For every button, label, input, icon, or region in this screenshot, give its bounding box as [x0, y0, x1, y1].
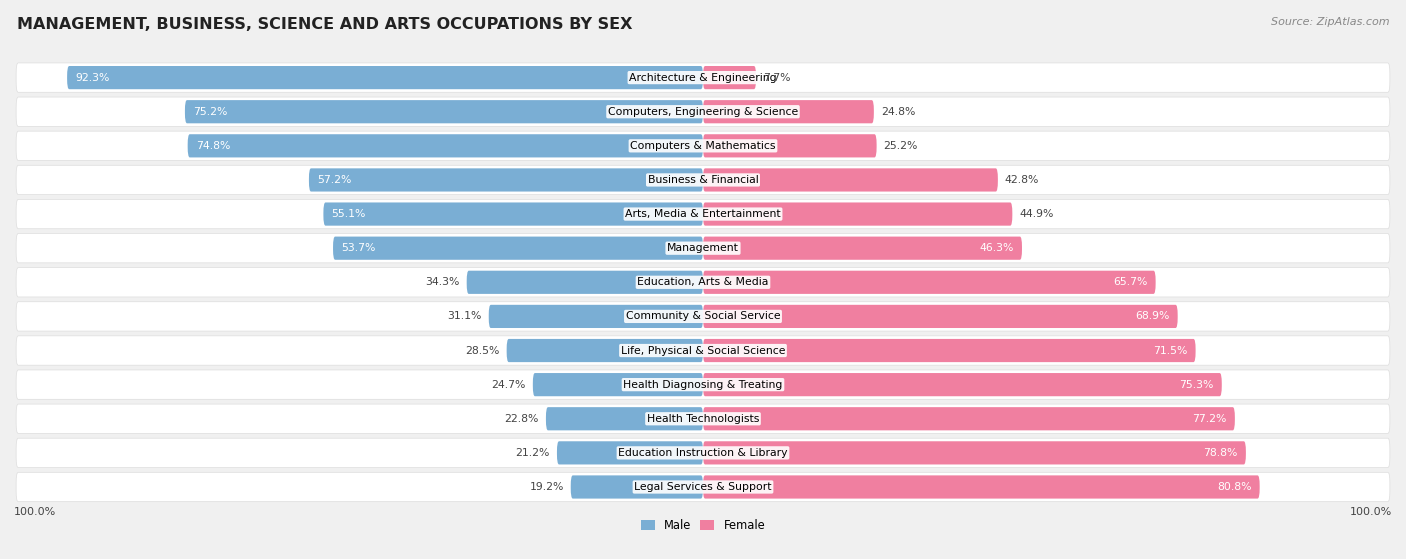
FancyBboxPatch shape: [703, 407, 1234, 430]
Text: 24.8%: 24.8%: [880, 107, 915, 117]
FancyBboxPatch shape: [546, 407, 703, 430]
FancyBboxPatch shape: [15, 404, 1391, 433]
FancyBboxPatch shape: [703, 373, 1222, 396]
Text: 71.5%: 71.5%: [1153, 345, 1187, 356]
Text: 65.7%: 65.7%: [1114, 277, 1147, 287]
FancyBboxPatch shape: [15, 370, 1391, 399]
Text: 22.8%: 22.8%: [505, 414, 538, 424]
Text: MANAGEMENT, BUSINESS, SCIENCE AND ARTS OCCUPATIONS BY SEX: MANAGEMENT, BUSINESS, SCIENCE AND ARTS O…: [17, 17, 633, 32]
FancyBboxPatch shape: [187, 134, 703, 158]
FancyBboxPatch shape: [186, 100, 703, 124]
Text: 68.9%: 68.9%: [1135, 311, 1170, 321]
FancyBboxPatch shape: [15, 200, 1391, 229]
FancyBboxPatch shape: [15, 131, 1391, 160]
FancyBboxPatch shape: [333, 236, 703, 260]
FancyBboxPatch shape: [703, 66, 756, 89]
FancyBboxPatch shape: [703, 202, 1012, 226]
Text: 34.3%: 34.3%: [426, 277, 460, 287]
FancyBboxPatch shape: [309, 168, 703, 192]
FancyBboxPatch shape: [557, 441, 703, 465]
Text: 44.9%: 44.9%: [1019, 209, 1053, 219]
Text: 100.0%: 100.0%: [1350, 506, 1392, 517]
Text: 19.2%: 19.2%: [530, 482, 564, 492]
Text: Education, Arts & Media: Education, Arts & Media: [637, 277, 769, 287]
Text: 53.7%: 53.7%: [342, 243, 375, 253]
FancyBboxPatch shape: [67, 66, 703, 89]
Legend: Male, Female: Male, Female: [636, 514, 770, 536]
FancyBboxPatch shape: [15, 97, 1391, 126]
FancyBboxPatch shape: [15, 302, 1391, 331]
FancyBboxPatch shape: [323, 202, 703, 226]
FancyBboxPatch shape: [703, 475, 1260, 499]
Text: 100.0%: 100.0%: [14, 506, 56, 517]
FancyBboxPatch shape: [703, 134, 876, 158]
Text: Computers, Engineering & Science: Computers, Engineering & Science: [607, 107, 799, 117]
Text: 74.8%: 74.8%: [195, 141, 231, 151]
Text: 7.7%: 7.7%: [763, 73, 790, 83]
Text: 77.2%: 77.2%: [1192, 414, 1226, 424]
FancyBboxPatch shape: [703, 100, 875, 124]
FancyBboxPatch shape: [703, 339, 1195, 362]
Text: Education Instruction & Library: Education Instruction & Library: [619, 448, 787, 458]
FancyBboxPatch shape: [15, 234, 1391, 263]
Text: Business & Financial: Business & Financial: [648, 175, 758, 185]
FancyBboxPatch shape: [703, 305, 1178, 328]
Text: 92.3%: 92.3%: [76, 73, 110, 83]
Text: 24.7%: 24.7%: [492, 380, 526, 390]
FancyBboxPatch shape: [15, 268, 1391, 297]
FancyBboxPatch shape: [703, 168, 998, 192]
FancyBboxPatch shape: [506, 339, 703, 362]
FancyBboxPatch shape: [15, 165, 1391, 195]
Text: 80.8%: 80.8%: [1218, 482, 1251, 492]
FancyBboxPatch shape: [15, 336, 1391, 365]
Text: Legal Services & Support: Legal Services & Support: [634, 482, 772, 492]
Text: 75.2%: 75.2%: [193, 107, 228, 117]
Text: Health Diagnosing & Treating: Health Diagnosing & Treating: [623, 380, 783, 390]
Text: Source: ZipAtlas.com: Source: ZipAtlas.com: [1271, 17, 1389, 27]
FancyBboxPatch shape: [533, 373, 703, 396]
Text: Arts, Media & Entertainment: Arts, Media & Entertainment: [626, 209, 780, 219]
Text: 78.8%: 78.8%: [1204, 448, 1237, 458]
Text: 31.1%: 31.1%: [447, 311, 482, 321]
FancyBboxPatch shape: [15, 472, 1391, 501]
FancyBboxPatch shape: [571, 475, 703, 499]
FancyBboxPatch shape: [467, 271, 703, 294]
Text: 21.2%: 21.2%: [516, 448, 550, 458]
Text: 46.3%: 46.3%: [980, 243, 1014, 253]
FancyBboxPatch shape: [703, 271, 1156, 294]
Text: Community & Social Service: Community & Social Service: [626, 311, 780, 321]
Text: Life, Physical & Social Science: Life, Physical & Social Science: [621, 345, 785, 356]
Text: 28.5%: 28.5%: [465, 345, 499, 356]
Text: Architecture & Engineering: Architecture & Engineering: [630, 73, 776, 83]
FancyBboxPatch shape: [703, 236, 1022, 260]
Text: 55.1%: 55.1%: [332, 209, 366, 219]
Text: 42.8%: 42.8%: [1005, 175, 1039, 185]
Text: Computers & Mathematics: Computers & Mathematics: [630, 141, 776, 151]
Text: Health Technologists: Health Technologists: [647, 414, 759, 424]
Text: 25.2%: 25.2%: [883, 141, 918, 151]
Text: 57.2%: 57.2%: [318, 175, 352, 185]
FancyBboxPatch shape: [703, 441, 1246, 465]
FancyBboxPatch shape: [489, 305, 703, 328]
Text: 75.3%: 75.3%: [1180, 380, 1213, 390]
FancyBboxPatch shape: [15, 438, 1391, 467]
FancyBboxPatch shape: [15, 63, 1391, 92]
Text: Management: Management: [666, 243, 740, 253]
